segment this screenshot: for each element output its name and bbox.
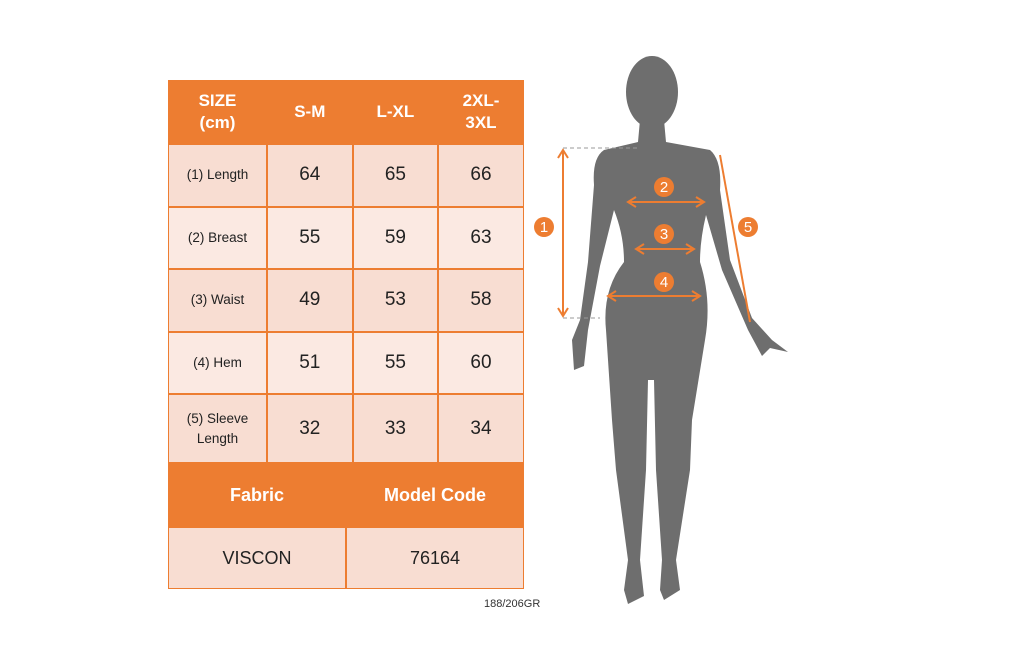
cell: 59	[352, 206, 439, 269]
header-size: SIZE (cm)	[168, 80, 267, 144]
measurement-markers: 1 2 3 4 5	[534, 177, 758, 292]
cell: 55	[352, 331, 439, 394]
fabric-value-row: VISCON 76164	[168, 527, 524, 589]
row-label: (1) Length	[168, 144, 267, 207]
cell: 51	[267, 331, 353, 394]
table-row: (3) Waist 49 53 58	[168, 269, 524, 332]
cell: 32	[267, 394, 353, 463]
cell: 49	[267, 269, 353, 332]
cell: 63	[438, 206, 524, 269]
model-code-header: Model Code	[346, 463, 524, 527]
table-row: (2) Breast 55 59 63	[168, 206, 524, 269]
table-row: (1) Length 64 65 66	[168, 144, 524, 207]
marker-2: 2	[660, 179, 668, 196]
cell: 64	[267, 144, 353, 207]
cell: 34	[438, 394, 524, 463]
row-label: (3) Waist	[168, 269, 267, 332]
header-2xl-3xl: 2XL- 3XL	[438, 80, 524, 144]
model-code-value: 76164	[346, 527, 524, 589]
marker-5: 5	[744, 219, 752, 236]
cell: 65	[352, 144, 439, 207]
row-label: (4) Hem	[168, 331, 267, 394]
table-row: (5) Sleeve Length 32 33 34	[168, 394, 524, 463]
cell: 53	[352, 269, 439, 332]
marker-4: 4	[660, 274, 668, 291]
marker-3: 3	[660, 226, 668, 243]
cell: 66	[438, 144, 524, 207]
cell: 33	[352, 394, 439, 463]
woman-silhouette	[572, 56, 788, 604]
size-chart-table: SIZE (cm) S-M L-XL 2XL- 3XL (1) Length 64…	[168, 80, 524, 589]
row-label: (5) Sleeve Length	[168, 394, 267, 463]
cell: 58	[438, 269, 524, 332]
header-row: SIZE (cm) S-M L-XL 2XL- 3XL	[168, 80, 524, 144]
header-s-m: S-M	[267, 80, 353, 144]
measurement-arrows	[557, 147, 751, 323]
product-code: 188/206GR	[484, 598, 541, 610]
table-row: (4) Hem 51 55 60	[168, 331, 524, 394]
header-l-xl: L-XL	[352, 80, 439, 144]
marker-1: 1	[540, 219, 548, 236]
cell: 60	[438, 331, 524, 394]
fabric-value: VISCON	[168, 527, 346, 589]
fabric-header: Fabric	[168, 463, 346, 527]
cell: 55	[267, 206, 353, 269]
fabric-header-row: Fabric Model Code	[168, 463, 524, 527]
row-label: (2) Breast	[168, 206, 267, 269]
